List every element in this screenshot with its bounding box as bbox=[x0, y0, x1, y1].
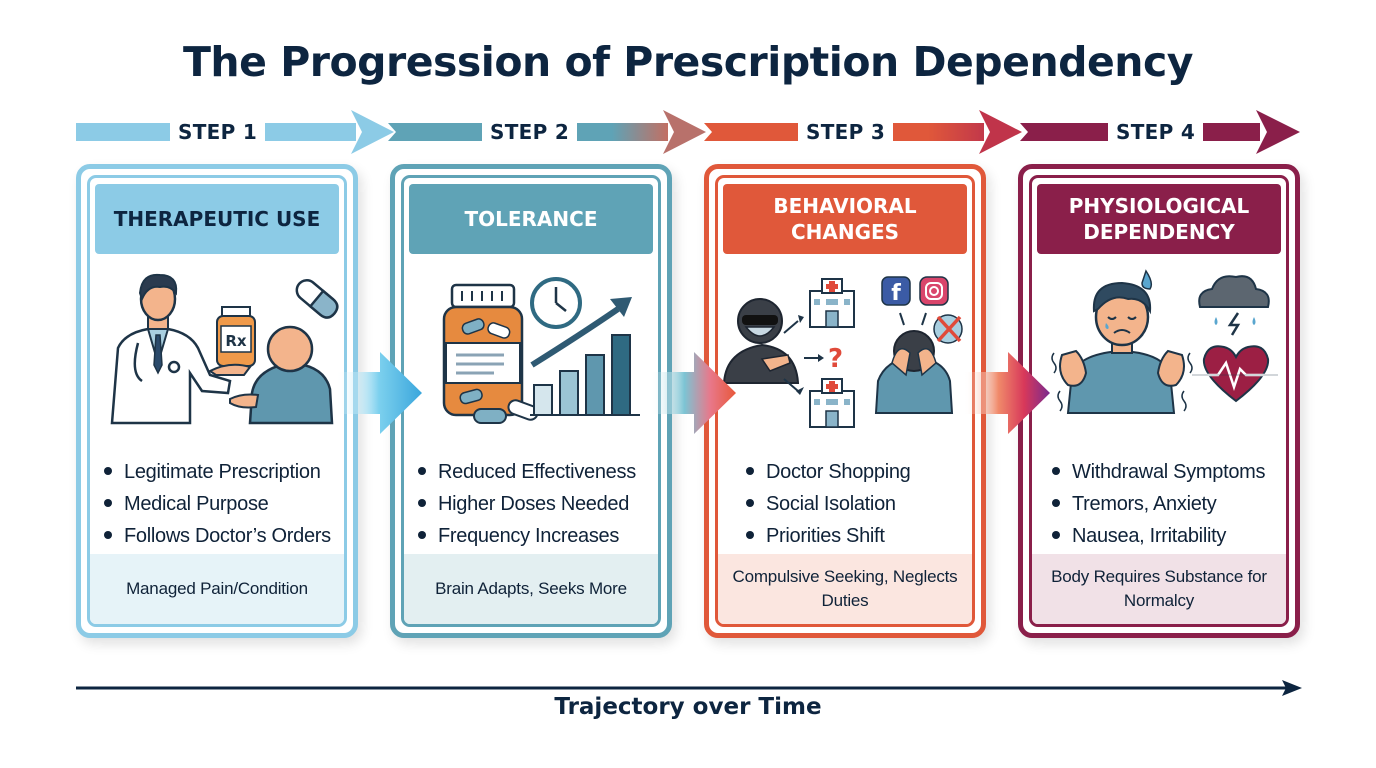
list-item: Doctor Shopping bbox=[746, 456, 964, 488]
list-item: Reduced Effectiveness bbox=[418, 456, 650, 488]
list-item: Legitimate Prescription bbox=[104, 456, 336, 488]
step-card-therapeutic-use: THERAPEUTIC USE Rx bbox=[76, 164, 358, 638]
withdrawal-symptoms-icon bbox=[1032, 263, 1286, 433]
bullet-icon bbox=[418, 466, 426, 475]
timeline-arrow-icon bbox=[76, 680, 1302, 696]
step-label: STEP 4 bbox=[1108, 120, 1204, 144]
bullet-text: Frequency Increases bbox=[438, 525, 620, 547]
list-item: Nausea, Irritability bbox=[1052, 520, 1278, 552]
bullet-icon bbox=[1052, 530, 1060, 539]
bullet-text: Reduced Effectiveness bbox=[438, 461, 636, 483]
card-outcome: Compulsive Seeking, Neglects Duties bbox=[718, 554, 972, 624]
bullet-list: Reduced Effectiveness Higher Doses Neede… bbox=[418, 456, 650, 552]
behavioral-changes-icon: ? f bbox=[718, 263, 972, 433]
bullet-text: Higher Doses Needed bbox=[438, 493, 630, 515]
list-item: Withdrawal Symptoms bbox=[1052, 456, 1278, 488]
bullet-icon bbox=[104, 530, 112, 539]
bullet-icon bbox=[746, 530, 754, 539]
bullet-list: Withdrawal Symptoms Tremors, Anxiety Nau… bbox=[1052, 456, 1278, 552]
card-heading: TOLERANCE bbox=[409, 184, 653, 254]
bullet-text: Follows Doctor’s Orders bbox=[124, 525, 331, 547]
step-label: STEP 3 bbox=[798, 120, 894, 144]
bullet-text: Doctor Shopping bbox=[766, 461, 911, 483]
bullet-text: Priorities Shift bbox=[766, 525, 885, 547]
step-card-tolerance: TOLERANCE bbox=[390, 164, 672, 638]
bullet-list: Legitimate Prescription Medical Purpose … bbox=[104, 456, 336, 552]
step-label: STEP 1 bbox=[170, 120, 266, 144]
bullet-icon bbox=[104, 466, 112, 475]
card-heading: THERAPEUTIC USE bbox=[95, 184, 339, 254]
step-arrow-3: STEP 3 bbox=[704, 108, 1024, 156]
bullet-icon bbox=[1052, 498, 1060, 507]
list-item: Priorities Shift bbox=[746, 520, 964, 552]
list-item: Social Isolation bbox=[746, 488, 964, 520]
step-label: STEP 2 bbox=[482, 120, 578, 144]
svg-text:Rx: Rx bbox=[225, 332, 247, 350]
card-outcome: Body Requires Substance for Normalcy bbox=[1032, 554, 1286, 624]
list-item: Follows Doctor’s Orders bbox=[104, 520, 336, 552]
step-card-behavioral-changes: BEHAVIORAL CHANGES bbox=[704, 164, 986, 638]
bullet-text: Tremors, Anxiety bbox=[1072, 493, 1217, 515]
bullet-icon bbox=[746, 466, 754, 475]
step-card-physiological-dependency: PHYSIOLOGICAL DEPENDENCY bbox=[1018, 164, 1300, 638]
list-item: Tremors, Anxiety bbox=[1052, 488, 1278, 520]
bullet-text: Medical Purpose bbox=[124, 493, 269, 515]
step-arrow-4: STEP 4 bbox=[1020, 108, 1302, 156]
card-outcome: Managed Pain/Condition bbox=[90, 554, 344, 624]
bullet-list: Doctor Shopping Social Isolation Priorit… bbox=[746, 456, 964, 552]
bullet-text: Legitimate Prescription bbox=[124, 461, 321, 483]
list-item: Medical Purpose bbox=[104, 488, 336, 520]
bullet-icon bbox=[1052, 466, 1060, 475]
bullet-text: Nausea, Irritability bbox=[1072, 525, 1227, 547]
card-heading: PHYSIOLOGICAL DEPENDENCY bbox=[1037, 184, 1281, 254]
tolerance-chart-icon bbox=[404, 263, 658, 433]
bullet-icon bbox=[418, 530, 426, 539]
step-arrow-1: STEP 1 bbox=[76, 108, 396, 156]
card-heading: BEHAVIORAL CHANGES bbox=[723, 184, 967, 254]
timeline-label: Trajectory over Time bbox=[554, 694, 822, 720]
bullet-text: Withdrawal Symptoms bbox=[1072, 461, 1266, 483]
bullet-icon bbox=[418, 498, 426, 507]
doctor-prescription-icon: Rx bbox=[90, 263, 344, 433]
bullet-icon bbox=[104, 498, 112, 507]
connector-arrow-icon bbox=[336, 352, 422, 434]
card-outcome: Brain Adapts, Seeks More bbox=[404, 554, 658, 624]
bullet-icon bbox=[746, 498, 754, 507]
list-item: Frequency Increases bbox=[418, 520, 650, 552]
svg-text:f: f bbox=[891, 281, 901, 306]
step-arrow-2: STEP 2 bbox=[388, 108, 708, 156]
connector-arrow-icon bbox=[650, 352, 736, 434]
svg-text:?: ? bbox=[828, 344, 843, 374]
connector-arrow-icon bbox=[964, 352, 1050, 434]
page-title: The Progression of Prescription Dependen… bbox=[182, 38, 1194, 86]
list-item: Higher Doses Needed bbox=[418, 488, 650, 520]
bullet-text: Social Isolation bbox=[766, 493, 896, 515]
